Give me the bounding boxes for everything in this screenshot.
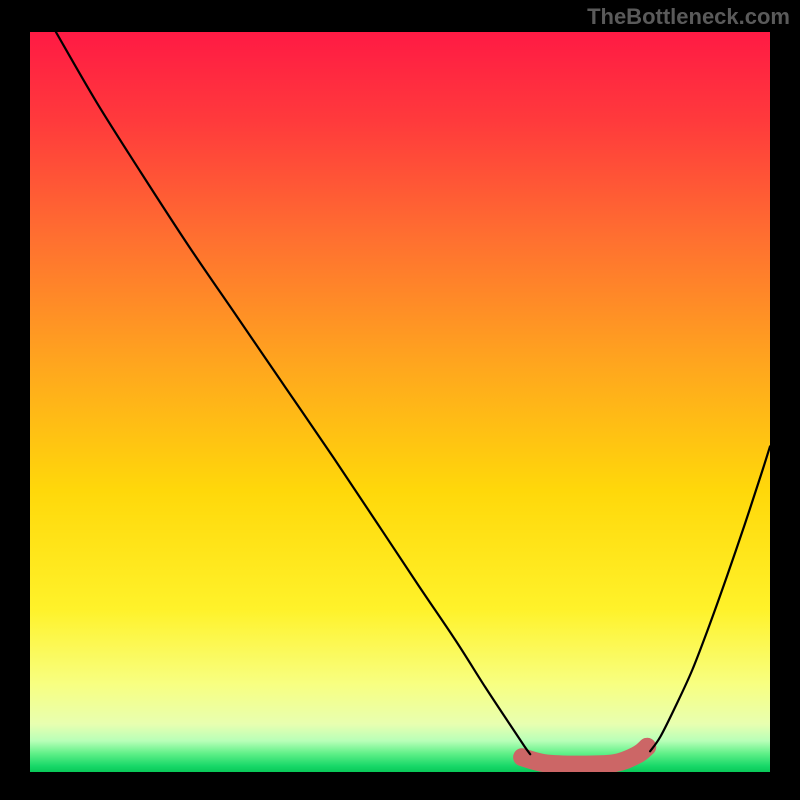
plot-area <box>30 32 770 772</box>
watermark-text: TheBottleneck.com <box>587 4 790 30</box>
chart-canvas: TheBottleneck.com <box>0 0 800 800</box>
heat-gradient <box>30 32 770 772</box>
